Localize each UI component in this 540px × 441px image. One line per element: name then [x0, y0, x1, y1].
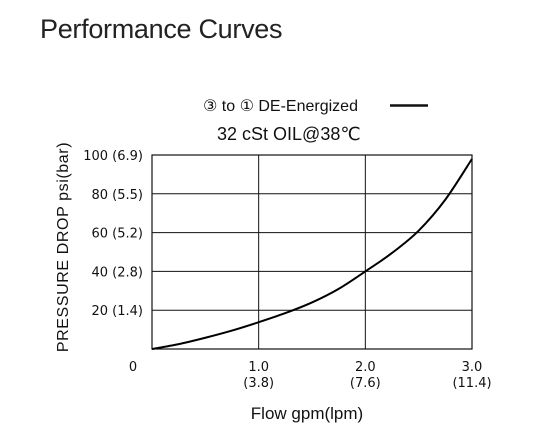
x-tick-sublabel: (3.8)	[243, 376, 274, 391]
page-title: Performance Curves	[40, 14, 283, 44]
series-layer	[151, 158, 473, 350]
x-tick-label: 3.0	[462, 360, 483, 375]
y-axis-label: PRESSURE DROP psi(bar)	[55, 142, 72, 352]
y-tick-label: 80 (5.5)	[92, 188, 144, 203]
series-line	[151, 158, 473, 350]
x-axis-label: Flow gpm(lpm)	[251, 404, 363, 423]
y-tick-label: 20 (1.4)	[92, 304, 144, 319]
x-tick-label: 1.0	[248, 360, 269, 375]
tick-labels: 0 1.0(3.8) 2.0(7.6) 3.0(11.4) 20 (1.4) 40 (2.…	[83, 149, 491, 391]
legend: ③ to ① DE-Energized	[203, 98, 428, 115]
y-tick-label: 60 (5.2)	[92, 227, 144, 242]
x-tick-label: 2.0	[355, 360, 376, 375]
grid	[152, 155, 472, 349]
x-tick-sublabel: (11.4)	[452, 376, 491, 391]
y-tick-label: 40 (2.8)	[92, 265, 144, 280]
legend-label: ③ to ① DE-Energized	[203, 98, 358, 115]
x-tick-label: 0	[129, 360, 137, 375]
plot-frame	[151, 154, 473, 350]
x-tick-sublabel: (7.6)	[350, 376, 381, 391]
y-tick-label: 100 (6.9)	[83, 149, 143, 164]
condition-label: 32 cSt OIL@38℃	[217, 124, 361, 144]
